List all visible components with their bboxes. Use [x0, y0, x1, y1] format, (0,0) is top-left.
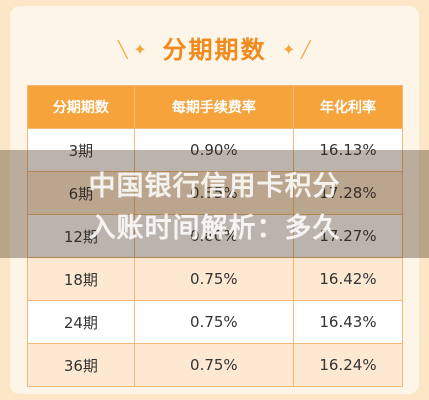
table-row: 18期 0.75% 16.42% — [27, 257, 404, 301]
header-cell: 每期手续费率 — [133, 85, 294, 129]
table-cell: 0.80% — [133, 214, 294, 258]
decoration: ✦ ╱ — [282, 40, 311, 59]
table-cell: 36期 — [27, 343, 135, 387]
table-cell: 16.13% — [292, 128, 404, 172]
table-cell: 16.42% — [292, 257, 404, 301]
table-cell: 0.90% — [133, 128, 294, 172]
decoration: ╲ ✦ — [118, 40, 147, 59]
header-cell: 分期期数 — [27, 85, 135, 129]
table-cell: 16.43% — [292, 300, 404, 344]
overlay-text: 入账时间解析：多久 — [88, 213, 341, 244]
table-cell: 18期 — [27, 257, 135, 301]
title: 分期期数 — [162, 36, 267, 64]
overlay-text: 中国银行信用卡积分 — [88, 171, 341, 202]
table-row: 3期 0.90% 16.13% — [27, 128, 404, 172]
table-row: 36期 0.75% 16.24% — [27, 343, 404, 387]
table-cell: 0.85% — [133, 171, 294, 215]
table-cell: 0.75% — [133, 343, 294, 387]
table-cell: 0.75% — [133, 257, 294, 301]
table-cell: 24期 — [27, 300, 135, 344]
table-cell: 17.27% — [292, 214, 404, 258]
header-row: 分期期数 每期手续费率 年化利率 — [27, 85, 404, 129]
table-row: 6期 0.85% 17.28% — [27, 171, 404, 215]
table-cell: 6期 — [27, 171, 135, 215]
table-cell: 3期 — [27, 128, 135, 172]
table-cell: 12期 — [27, 214, 135, 258]
table-cell: 17.28% — [292, 171, 404, 215]
rate-table: 分期期数 每期手续费率 年化利率 3期 0.90% 16.13% 6期 0.85% 17.28%… — [27, 85, 404, 387]
table-row: 24期 0.75% 16.43% — [27, 300, 404, 344]
header-cell: 年化利率 — [292, 85, 404, 129]
table-cell: 0.75% — [133, 300, 294, 344]
table-cell: 16.24% — [292, 343, 404, 387]
overlay-band: 中国银行信用卡积分 入账时间解析：多久 — [0, 150, 429, 258]
table-row: 12期 0.80% 17.27% — [27, 214, 404, 258]
